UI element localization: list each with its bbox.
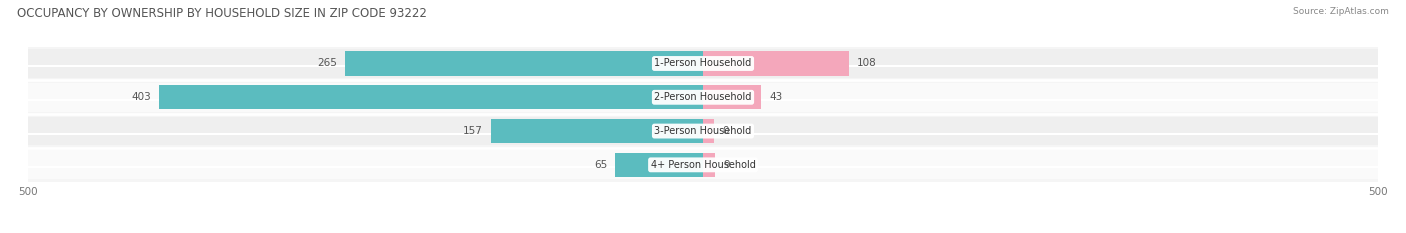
Bar	[703, 51, 849, 76]
Text: 4+ Person Household: 4+ Person Household	[651, 160, 755, 170]
Text: 2-Person Household: 2-Person Household	[654, 92, 752, 102]
Text: 1-Person Household: 1-Person Household	[654, 58, 752, 69]
Bar	[28, 117, 1378, 145]
Text: 108: 108	[856, 58, 876, 69]
Text: 0: 0	[721, 126, 728, 136]
Text: 3-Person Household: 3-Person Household	[654, 126, 752, 136]
Text: 65: 65	[593, 160, 607, 170]
Bar	[491, 119, 703, 143]
Bar	[28, 49, 1378, 78]
Text: 157: 157	[463, 126, 484, 136]
Text: 403: 403	[131, 92, 150, 102]
Text: OCCUPANCY BY OWNERSHIP BY HOUSEHOLD SIZE IN ZIP CODE 93222: OCCUPANCY BY OWNERSHIP BY HOUSEHOLD SIZE…	[17, 7, 427, 20]
Bar	[703, 85, 761, 110]
Text: 265: 265	[318, 58, 337, 69]
Bar	[703, 119, 714, 143]
Text: 43: 43	[769, 92, 782, 102]
Bar	[159, 85, 703, 110]
Bar	[346, 51, 703, 76]
Bar	[28, 151, 1378, 179]
Bar	[616, 153, 703, 177]
Text: Source: ZipAtlas.com: Source: ZipAtlas.com	[1294, 7, 1389, 16]
Bar	[703, 153, 716, 177]
Text: 9: 9	[723, 160, 730, 170]
Bar	[28, 83, 1378, 112]
